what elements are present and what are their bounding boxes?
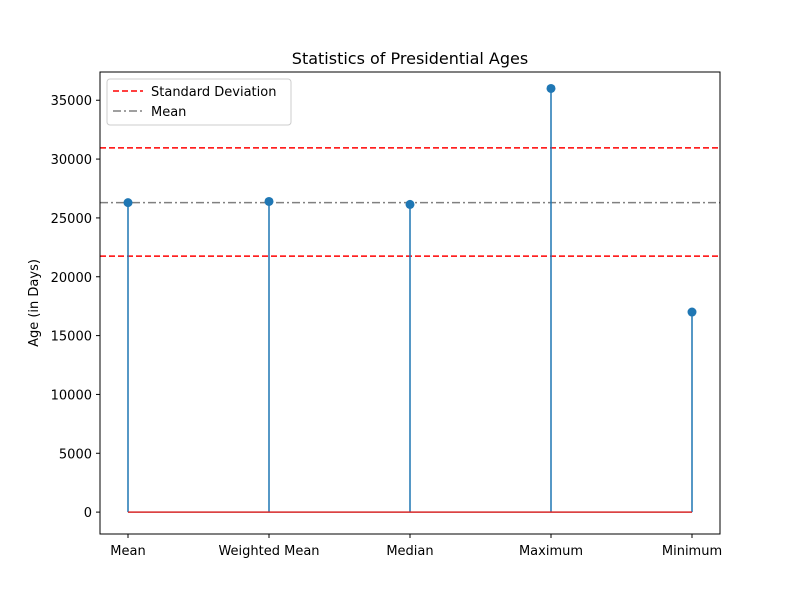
stem-marker xyxy=(546,83,556,93)
y-tick-label: 5000 xyxy=(59,447,92,462)
legend-box xyxy=(106,78,292,126)
x-tick-label: Weighted Mean xyxy=(218,544,319,559)
stem-marker xyxy=(123,198,133,208)
y-tick-label: 30000 xyxy=(51,153,92,168)
chart-title: Statistics of Presidential Ages xyxy=(292,49,528,68)
plot-area: 0 5000 10000 15000 20000 25000 30000 35000 Mean W… xyxy=(51,71,722,559)
y-tick-label: 25000 xyxy=(51,212,92,227)
y-tick-label: 15000 xyxy=(51,330,92,345)
y-tick-label: 0 xyxy=(84,506,92,521)
y-tick-label: 20000 xyxy=(51,271,92,286)
stem-marker xyxy=(264,196,274,206)
y-axis-label: Age (in Days) xyxy=(27,259,42,347)
stem-marker xyxy=(405,199,415,209)
stem-marker xyxy=(687,307,697,317)
x-tick-label: Maximum xyxy=(519,544,583,559)
x-tick-label: Median xyxy=(386,544,433,559)
x-tick-label: Minimum xyxy=(662,544,722,559)
legend-entry-label: Standard Deviation xyxy=(151,85,276,100)
x-tick-label: Mean xyxy=(110,544,145,559)
y-tick-label: 10000 xyxy=(51,388,92,403)
y-tick-label: 35000 xyxy=(51,94,92,109)
axes-frame xyxy=(99,71,721,535)
legend-entry-label: Mean xyxy=(151,105,186,120)
legend: Standard Deviation Mean xyxy=(106,78,292,126)
